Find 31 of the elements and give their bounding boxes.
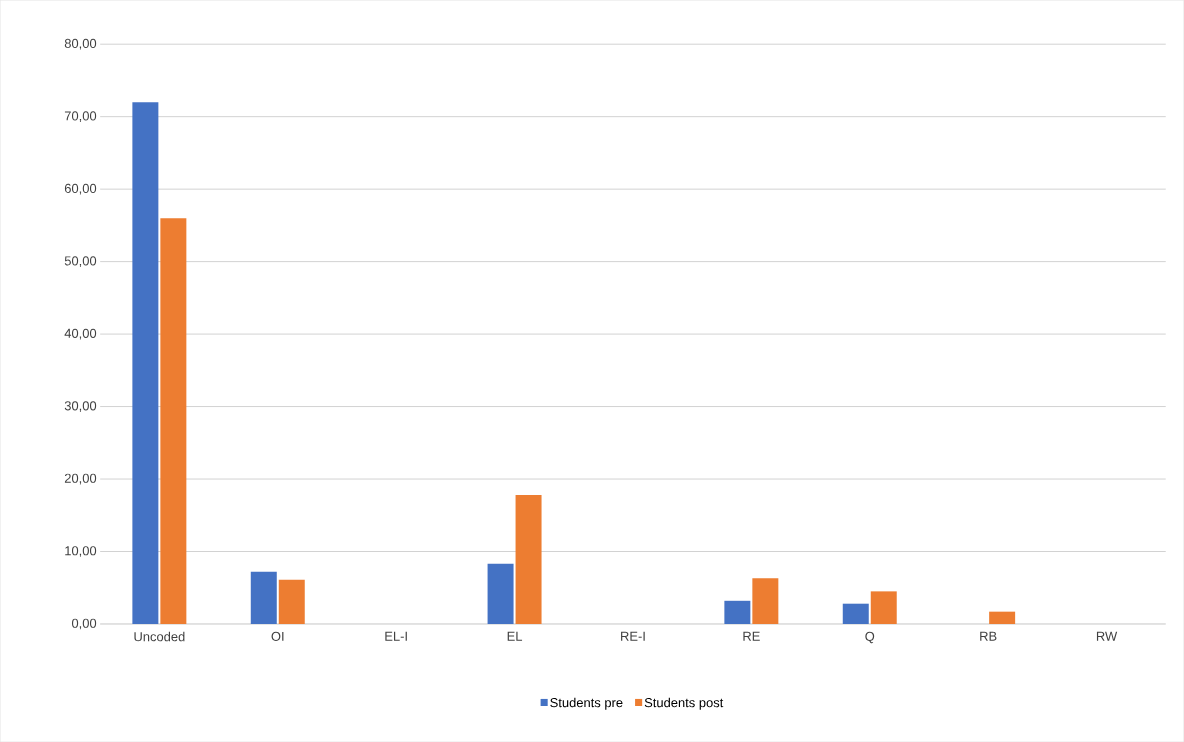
y-tick-label: 20,00 <box>64 473 97 485</box>
x-tick-label: RW <box>1096 631 1118 641</box>
bar <box>989 611 1016 624</box>
bar <box>278 579 305 624</box>
y-tick-label: 40,00 <box>64 328 97 340</box>
y-tick-label: 30,00 <box>64 401 97 412</box>
x-tick-label: EL-I <box>385 631 407 641</box>
x-tick-label: RB <box>980 631 997 641</box>
x-tick-label: RE <box>743 631 760 641</box>
y-tick-label: 80,00 <box>64 38 97 50</box>
y-tick-label: 10,00 <box>65 546 97 557</box>
x-tick-label: RE-I <box>621 631 645 641</box>
bar <box>752 578 779 624</box>
legend-label: Students post <box>644 697 724 710</box>
bar <box>250 571 277 624</box>
legend-label: Students pre <box>550 697 623 710</box>
bar <box>487 563 514 624</box>
x-tick-label: Uncoded <box>134 631 185 642</box>
x-tick-label: Q <box>865 631 875 644</box>
bar <box>515 494 542 624</box>
bar <box>160 218 187 624</box>
x-tick-label: EL <box>507 631 523 641</box>
bar <box>724 600 751 624</box>
bar <box>132 102 159 624</box>
y-tick-label: 50,00 <box>64 256 97 267</box>
y-tick-label: 0,00 <box>71 618 97 630</box>
y-tick-label: 70,00 <box>64 111 97 122</box>
x-tick-label: OI <box>271 631 284 641</box>
bar <box>870 591 897 624</box>
y-tick-label: 60,00 <box>64 183 97 195</box>
bar <box>842 603 869 624</box>
